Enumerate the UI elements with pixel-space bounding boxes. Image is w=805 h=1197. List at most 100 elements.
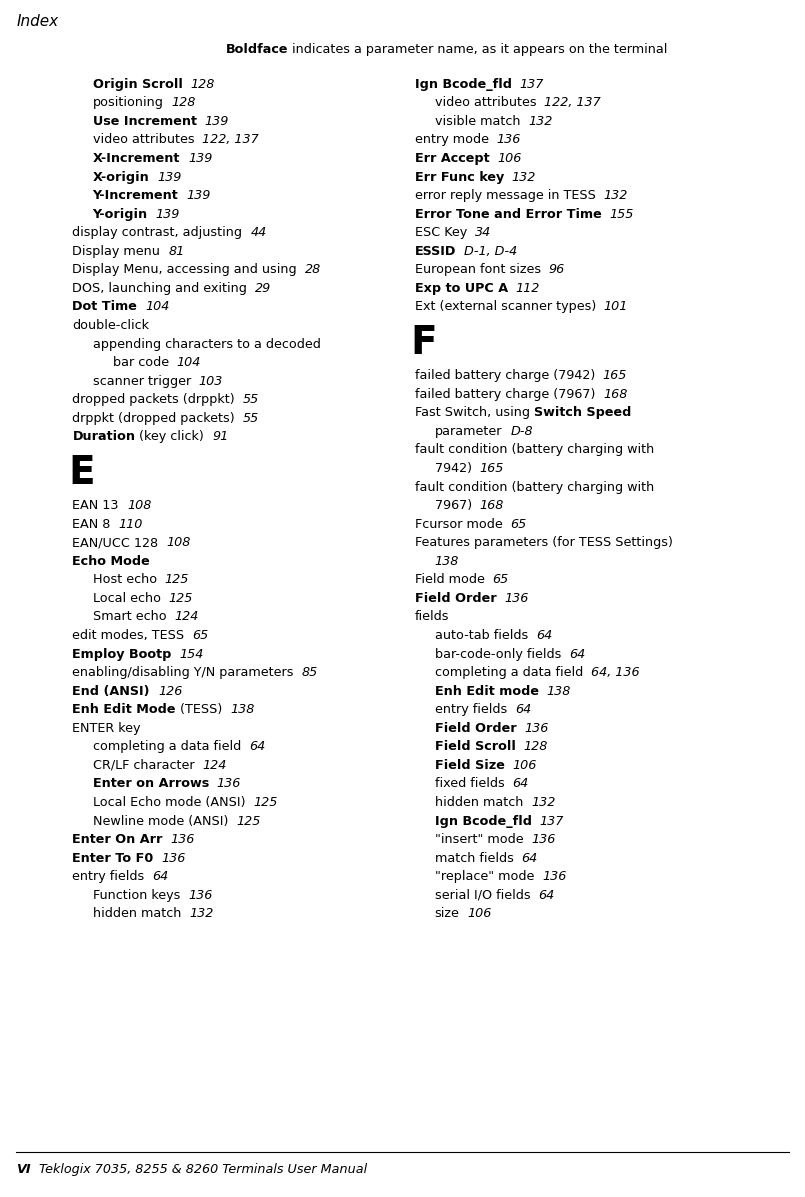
Text: 165: 165 bbox=[603, 369, 627, 382]
Text: 55: 55 bbox=[243, 412, 259, 425]
Text: 64: 64 bbox=[569, 648, 585, 661]
Text: 122, 137: 122, 137 bbox=[544, 96, 601, 109]
Text: F: F bbox=[411, 323, 437, 361]
Text: 55: 55 bbox=[243, 393, 259, 406]
Text: error reply message in TESS: error reply message in TESS bbox=[415, 189, 596, 202]
Text: Err Accept: Err Accept bbox=[415, 152, 489, 165]
Text: Ign Bcode_fld: Ign Bcode_fld bbox=[435, 814, 531, 827]
Text: 125: 125 bbox=[168, 591, 193, 604]
Text: Local echo: Local echo bbox=[93, 591, 160, 604]
Text: 65: 65 bbox=[192, 628, 208, 642]
Text: edit modes, TESS: edit modes, TESS bbox=[72, 628, 184, 642]
Text: E: E bbox=[68, 454, 95, 492]
Text: Ext (external scanner types): Ext (external scanner types) bbox=[415, 300, 596, 314]
Text: 128: 128 bbox=[171, 96, 196, 109]
Text: Index: Index bbox=[16, 14, 58, 30]
Text: 168: 168 bbox=[603, 388, 627, 401]
Text: 136: 136 bbox=[217, 777, 242, 790]
Text: Display Menu, accessing and using: Display Menu, accessing and using bbox=[72, 263, 297, 277]
Text: 136: 136 bbox=[162, 851, 186, 864]
Text: ENTER key: ENTER key bbox=[72, 722, 141, 735]
Text: Function keys: Function keys bbox=[93, 888, 180, 901]
Text: 125: 125 bbox=[253, 796, 278, 809]
Text: Error Tone and Error Time: Error Tone and Error Time bbox=[415, 207, 601, 220]
Text: serial I/O fields: serial I/O fields bbox=[435, 888, 530, 901]
Text: End (ANSI): End (ANSI) bbox=[72, 685, 150, 698]
Text: bar code: bar code bbox=[113, 356, 169, 369]
Text: 155: 155 bbox=[609, 207, 634, 220]
Text: 106: 106 bbox=[497, 152, 522, 165]
Text: Enter on Arrows: Enter on Arrows bbox=[93, 777, 208, 790]
Text: display contrast, adjusting: display contrast, adjusting bbox=[72, 226, 242, 239]
Text: Echo Mode: Echo Mode bbox=[72, 554, 151, 567]
Text: completing a data field: completing a data field bbox=[435, 666, 583, 679]
Text: positioning: positioning bbox=[93, 96, 163, 109]
Text: 64: 64 bbox=[249, 740, 265, 753]
Text: Duration: Duration bbox=[72, 430, 135, 443]
Text: Teklogix 7035, 8255 & 8260 Terminals User Manual: Teklogix 7035, 8255 & 8260 Terminals Use… bbox=[39, 1163, 367, 1177]
Text: 28: 28 bbox=[305, 263, 321, 277]
Text: Field Order: Field Order bbox=[415, 591, 496, 604]
Text: Field Scroll: Field Scroll bbox=[435, 740, 515, 753]
Text: Boldface: Boldface bbox=[225, 43, 288, 56]
Text: enabling/disabling Y/N parameters: enabling/disabling Y/N parameters bbox=[72, 666, 294, 679]
Text: 139: 139 bbox=[157, 170, 182, 183]
Text: Newline mode (ANSI): Newline mode (ANSI) bbox=[93, 814, 228, 827]
Text: Enter On Arr: Enter On Arr bbox=[72, 833, 163, 846]
Text: 137: 137 bbox=[539, 814, 564, 827]
Text: 101: 101 bbox=[604, 300, 628, 314]
Text: Y-origin: Y-origin bbox=[93, 207, 147, 220]
Text: 64, 136: 64, 136 bbox=[591, 666, 640, 679]
Text: visible match: visible match bbox=[435, 115, 520, 128]
Text: 125: 125 bbox=[165, 573, 189, 587]
Text: video attributes: video attributes bbox=[435, 96, 536, 109]
Text: 139: 139 bbox=[204, 115, 229, 128]
Text: 137: 137 bbox=[519, 78, 544, 91]
Text: 64: 64 bbox=[539, 888, 555, 901]
Text: Display menu: Display menu bbox=[72, 244, 160, 257]
Text: 29: 29 bbox=[255, 281, 271, 294]
Text: 108: 108 bbox=[127, 499, 151, 512]
Text: 91: 91 bbox=[213, 430, 229, 443]
Text: X-Increment: X-Increment bbox=[93, 152, 180, 165]
Text: Y-Increment: Y-Increment bbox=[93, 189, 179, 202]
Text: video attributes: video attributes bbox=[93, 133, 194, 146]
Text: Use Increment: Use Increment bbox=[93, 115, 196, 128]
Text: 138: 138 bbox=[547, 685, 571, 698]
Text: 126: 126 bbox=[158, 685, 182, 698]
Text: indicates a parameter name, as it appears on the terminal: indicates a parameter name, as it appear… bbox=[288, 43, 667, 56]
Text: 139: 139 bbox=[188, 152, 213, 165]
Text: 154: 154 bbox=[180, 648, 204, 661]
Text: 122, 137: 122, 137 bbox=[202, 133, 259, 146]
Text: Smart echo: Smart echo bbox=[93, 610, 166, 624]
Text: dropped packets (drppkt): dropped packets (drppkt) bbox=[72, 393, 235, 406]
Text: 65: 65 bbox=[510, 517, 526, 530]
Text: 138: 138 bbox=[435, 554, 459, 567]
Text: Fast Switch, using: Fast Switch, using bbox=[415, 406, 534, 419]
Text: Host echo: Host echo bbox=[93, 573, 157, 587]
Text: parameter: parameter bbox=[435, 425, 502, 438]
Text: double-click: double-click bbox=[72, 318, 150, 332]
Text: 64: 64 bbox=[515, 703, 531, 716]
Text: Ign Bcode_fld: Ign Bcode_fld bbox=[415, 78, 511, 91]
Text: 96: 96 bbox=[549, 263, 565, 277]
Text: completing a data field: completing a data field bbox=[93, 740, 241, 753]
Text: fault condition (battery charging with: fault condition (battery charging with bbox=[415, 480, 654, 493]
Text: appending characters to a decoded: appending characters to a decoded bbox=[93, 338, 320, 351]
Text: 85: 85 bbox=[302, 666, 318, 679]
Text: 65: 65 bbox=[493, 573, 509, 587]
Text: (TESS): (TESS) bbox=[176, 703, 222, 716]
Text: 104: 104 bbox=[146, 300, 170, 314]
Text: 139: 139 bbox=[186, 189, 211, 202]
Text: D-8: D-8 bbox=[510, 425, 533, 438]
Text: 110: 110 bbox=[119, 517, 143, 530]
Text: EAN 8: EAN 8 bbox=[72, 517, 111, 530]
Text: Err Func key: Err Func key bbox=[415, 170, 504, 183]
Text: ESC Key: ESC Key bbox=[415, 226, 467, 239]
Text: 168: 168 bbox=[480, 499, 504, 512]
Text: (key click): (key click) bbox=[135, 430, 204, 443]
Text: 136: 136 bbox=[531, 833, 555, 846]
Text: match fields: match fields bbox=[435, 851, 514, 864]
Text: Switch Speed: Switch Speed bbox=[534, 406, 631, 419]
Text: 128: 128 bbox=[523, 740, 548, 753]
